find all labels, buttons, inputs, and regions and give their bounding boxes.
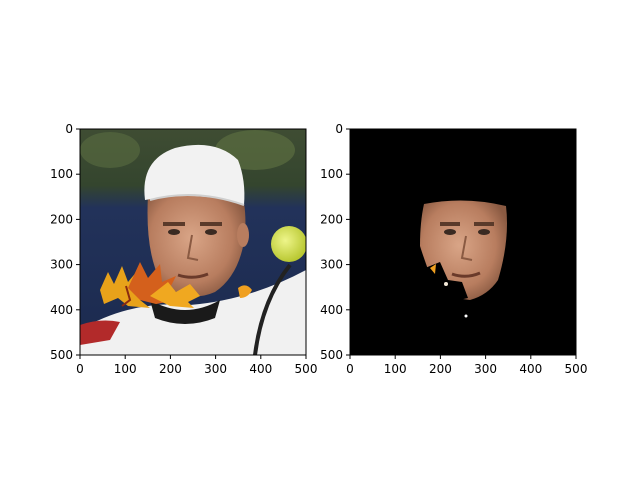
right-x-tick-label-0: 0 (346, 362, 354, 376)
original-photo (80, 129, 306, 355)
right-x-tick-label-4: 400 (519, 362, 542, 376)
right-x-tick-label-3: 300 (474, 362, 497, 376)
right-x-tick-label-1: 100 (384, 362, 407, 376)
left-x-tick-label-4: 400 (249, 362, 272, 376)
leaf-occluder (100, 262, 252, 308)
right-y-tick-label-0: 0 (335, 122, 343, 136)
left-x-tick-label-2: 200 (159, 362, 182, 376)
right-x-tick-label-2: 200 (429, 362, 452, 376)
left-x-tick-label-5: 500 (295, 362, 318, 376)
left-y-tick-label-1: 100 (50, 167, 73, 181)
left-x-tick-label-1: 100 (114, 362, 137, 376)
left-y-tick-label-2: 200 (50, 212, 73, 226)
right-y-tick-label-4: 400 (320, 303, 343, 317)
right-y-tick-label-5: 500 (320, 348, 343, 362)
left-y-tick-label-3: 300 (50, 258, 73, 272)
left-y-tick-label-0: 0 (65, 122, 73, 136)
right-y-tick-label-3: 300 (320, 258, 343, 272)
right-x-tick-label-5: 500 (565, 362, 588, 376)
left-y-tick-label-4: 400 (50, 303, 73, 317)
right-y-tick-label-1: 100 (320, 167, 343, 181)
left-x-tick-label-3: 300 (204, 362, 227, 376)
right-axes-frame (349, 128, 577, 356)
masked-photo (350, 129, 576, 355)
right-y-tick-label-2: 200 (320, 212, 343, 226)
left-x-tick-label-0: 0 (76, 362, 84, 376)
left-axes-frame (79, 128, 307, 356)
left-y-tick-label-5: 500 (50, 348, 73, 362)
